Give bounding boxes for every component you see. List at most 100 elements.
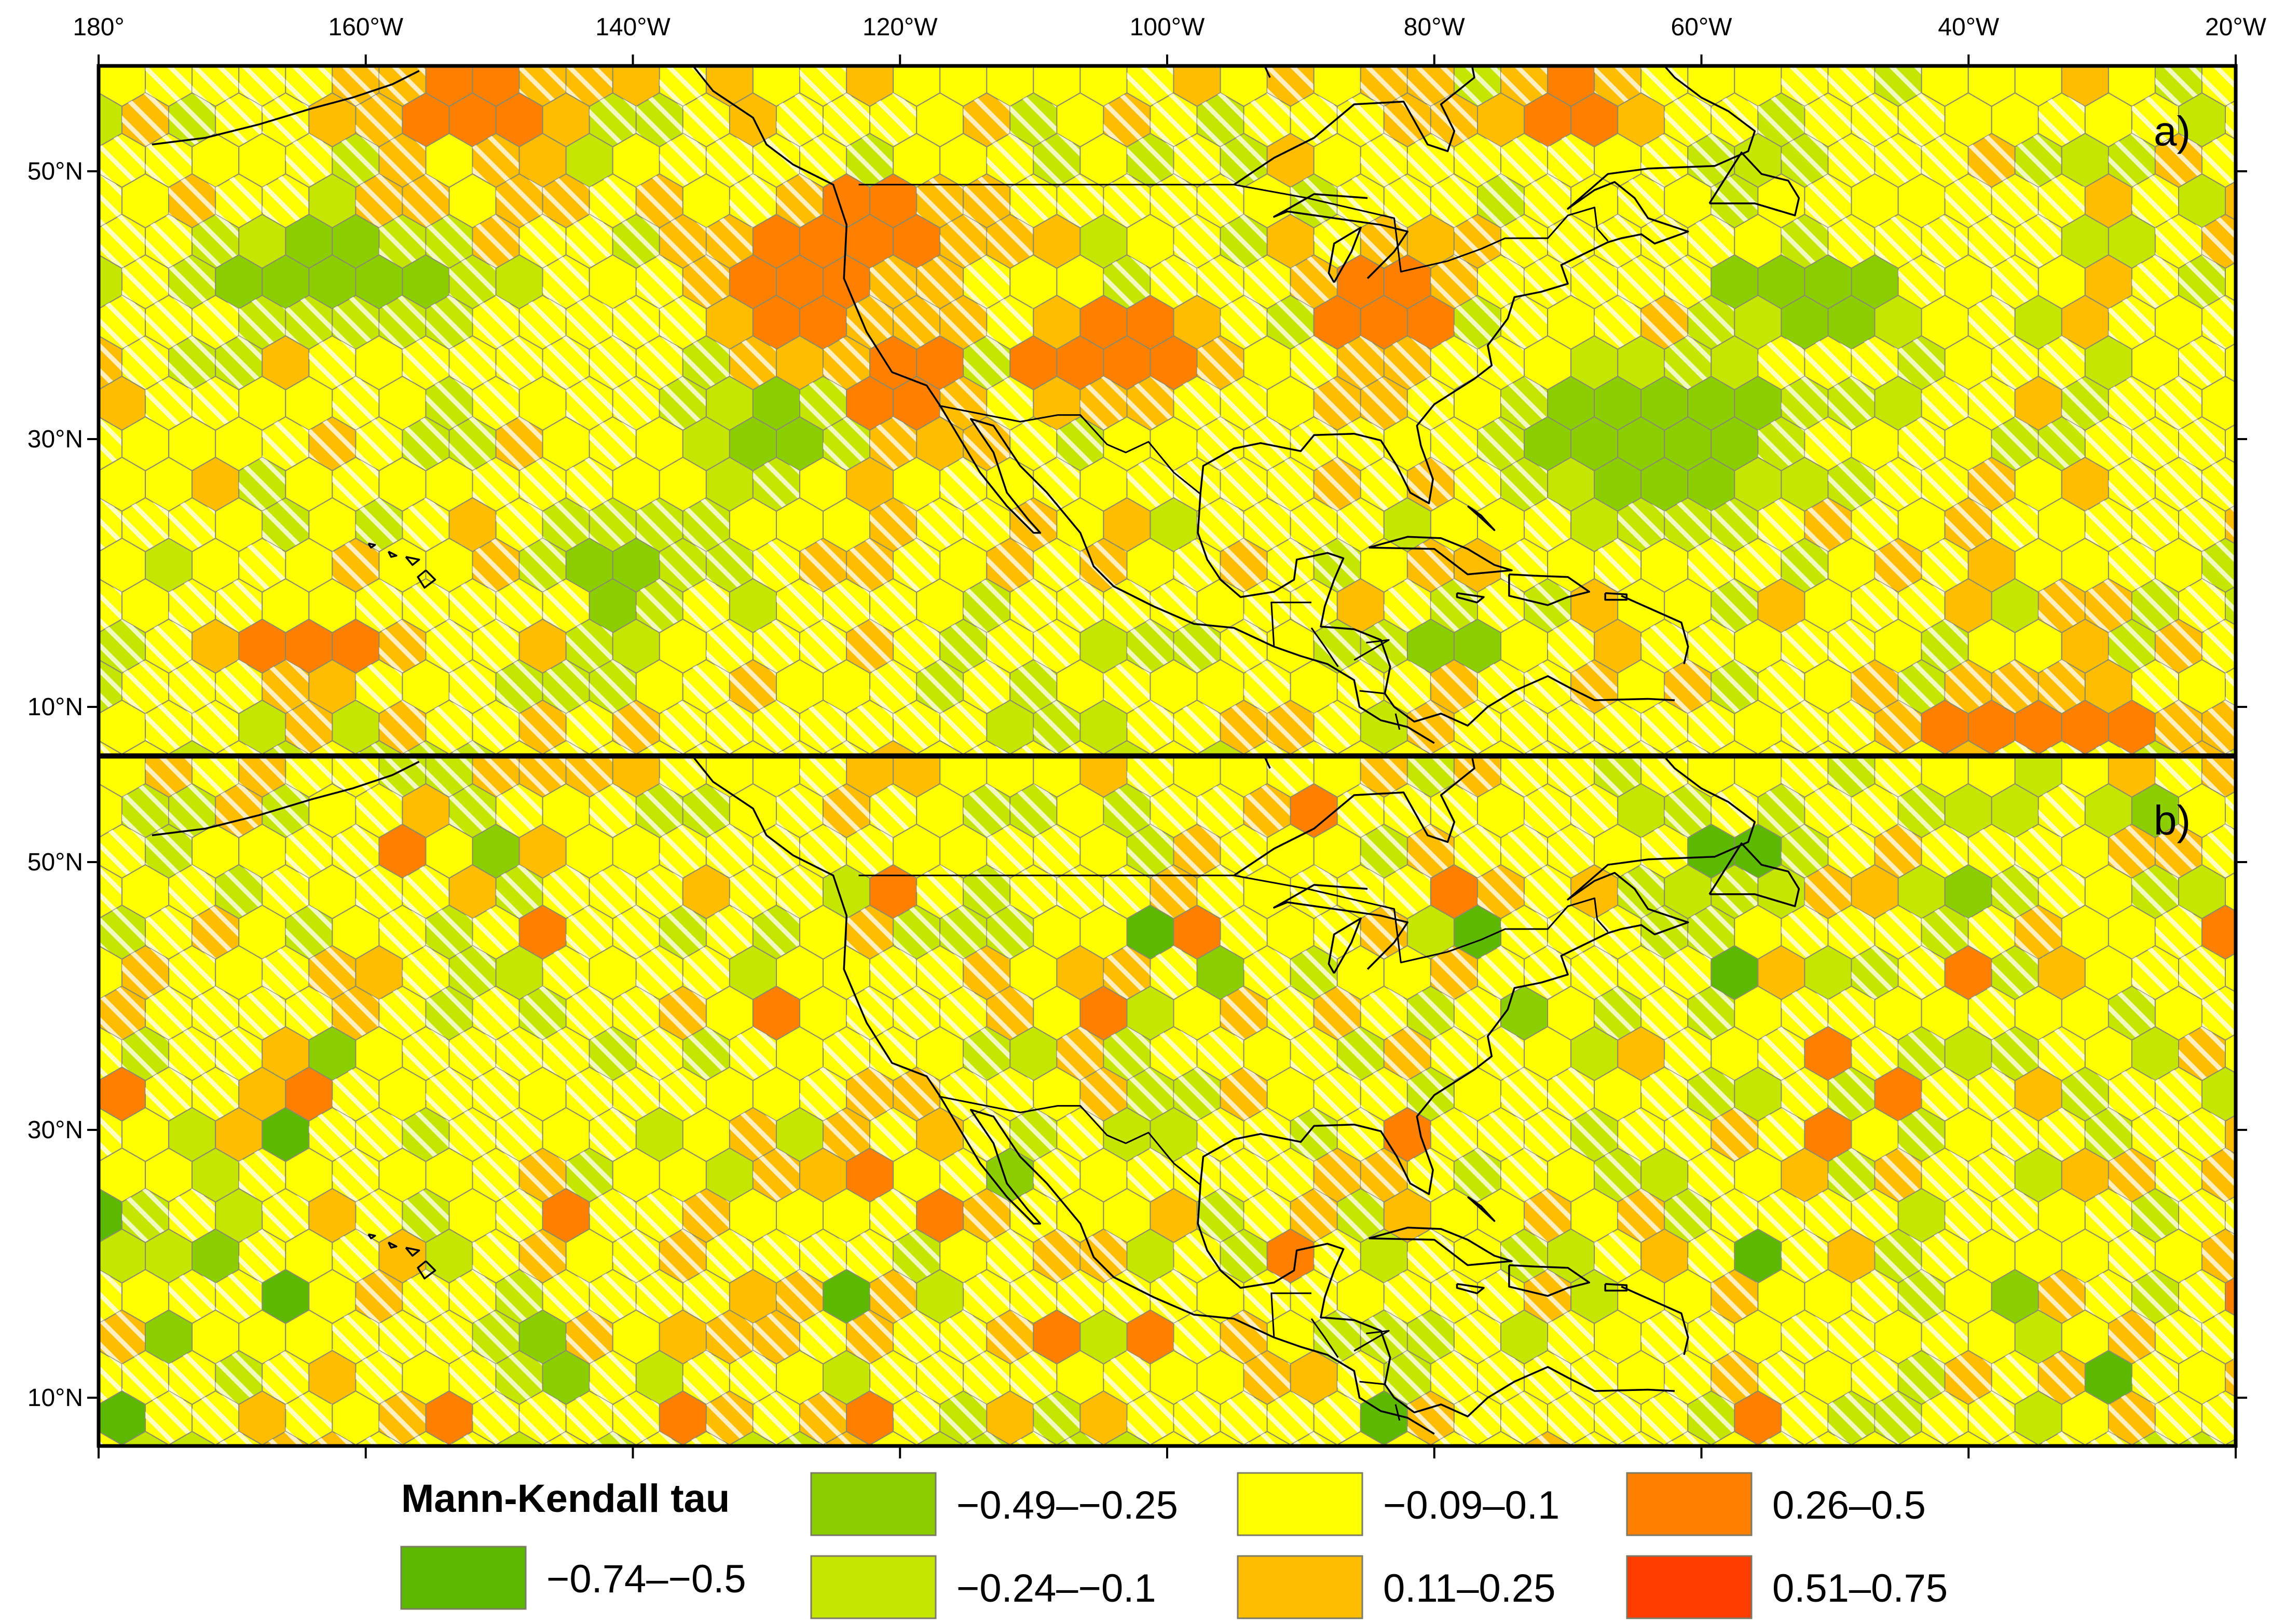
hex-hatch	[1267, 757, 1314, 797]
hex-hatch	[2132, 12, 2179, 66]
hex-hatch	[1290, 255, 1337, 309]
hex-hatch	[145, 824, 193, 878]
hex-hatch	[262, 741, 309, 755]
top-lon-label: 20°W	[2205, 13, 2267, 41]
hex-hatch	[1454, 986, 1501, 1040]
hex-hatch	[145, 757, 193, 797]
hex-hatch	[192, 66, 239, 106]
hex-hatch	[1010, 1270, 1057, 1323]
hex-hatch	[99, 619, 146, 673]
hex-hatch	[99, 824, 146, 878]
hex-hatch	[1337, 498, 1384, 552]
coastline	[1708, 152, 1800, 216]
hex-hatch	[659, 1067, 706, 1121]
hex-hatch	[1360, 824, 1407, 878]
hex-hatch	[1851, 1350, 1898, 1404]
hex-hatch	[285, 757, 333, 797]
hex-hatch	[2015, 824, 2062, 878]
hex-hatch	[612, 214, 660, 268]
hex-hatch	[1430, 1431, 1477, 1446]
lat-label: 50°N	[28, 158, 83, 185]
hex-hatch	[1641, 1391, 1688, 1445]
hex-hatch	[1571, 1431, 1618, 1446]
hex-hatch	[1220, 700, 1267, 754]
hex-hatch	[1454, 66, 1501, 106]
hex-hatch	[449, 741, 496, 755]
hex-hatch	[1407, 66, 1454, 106]
hex-hatch	[2249, 214, 2285, 268]
hex-cell	[705, 66, 707, 67]
hex-hatch	[752, 457, 800, 511]
hex-hatch	[1571, 255, 1618, 309]
hex-hatch	[1852, 12, 1898, 66]
hex-cell	[425, 66, 427, 67]
hex-hatch	[2179, 579, 2225, 633]
hex-hatch	[1874, 1229, 1922, 1283]
coastline	[1369, 536, 1513, 576]
hex-hatch	[776, 741, 823, 755]
hex-hatch	[659, 905, 706, 959]
hex-hatch	[1688, 986, 1735, 1040]
hex-hatch	[1010, 1431, 1057, 1446]
country-border	[1234, 184, 1609, 272]
hex-hatch	[752, 1148, 800, 1202]
hex-hatch	[893, 295, 940, 349]
hex-hatch	[1804, 336, 1852, 390]
hex-cell	[1547, 66, 1549, 67]
hex-hatch	[379, 986, 426, 1040]
hex-hatch	[215, 660, 263, 714]
hex-hatch	[1968, 1067, 2015, 1121]
hex-hatch	[870, 946, 917, 1000]
hex-hatch	[1290, 1189, 1337, 1243]
hex-hatch	[1384, 336, 1431, 390]
hex-hatch	[706, 133, 753, 187]
hex-hatch	[1874, 824, 1922, 878]
hex-hatch	[99, 417, 122, 471]
hex-hatch	[1150, 255, 1197, 309]
hex-hatch	[776, 12, 823, 66]
hex-hatch	[987, 905, 1034, 959]
hex-cell	[2249, 986, 2285, 1040]
hex-cell	[1312, 66, 1315, 67]
hex-hatch	[893, 700, 940, 754]
hex-hatch	[355, 93, 403, 147]
hex-hatch	[1454, 295, 1501, 349]
hex-hatch	[449, 12, 496, 66]
hex-hatch	[1501, 1391, 1548, 1445]
hex-hatch	[472, 1148, 519, 1202]
hex-hatch	[472, 986, 519, 1040]
hex-hatch	[1290, 741, 1337, 755]
hex-hatch	[262, 1189, 309, 1243]
hex-hatch	[1313, 1229, 1361, 1283]
hex-hatch	[566, 1310, 613, 1364]
hex-hatch	[145, 295, 193, 349]
country-border	[1353, 639, 1390, 661]
legend-swatch	[810, 1555, 937, 1619]
hex-hatch	[940, 986, 987, 1040]
hex-hatch	[870, 660, 917, 714]
hex-hatch	[729, 1027, 776, 1081]
hex-hatch	[472, 295, 519, 349]
hex-hatch	[636, 865, 683, 919]
hex-hatch	[987, 133, 1034, 187]
hex-hatch	[636, 784, 683, 838]
hex-hatch	[870, 1350, 917, 1404]
hex-cell	[52, 214, 99, 268]
hex-hatch	[542, 336, 590, 390]
hex-hatch	[449, 946, 496, 1000]
hex-hatch	[1103, 1027, 1151, 1081]
hex-hatch	[99, 986, 146, 1040]
hex-hatch	[659, 757, 706, 797]
hex-hatch	[1548, 619, 1595, 673]
hex-hatch	[1430, 417, 1477, 471]
hex-hatch	[332, 824, 379, 878]
hex-hatch	[169, 12, 215, 66]
hex-hatch	[659, 824, 706, 878]
hex-hatch	[1991, 741, 2038, 755]
hex-hatch	[1921, 619, 1968, 673]
hex-hatch	[1033, 619, 1080, 673]
hex-hatch	[379, 295, 426, 349]
hex-hatch	[99, 1310, 146, 1364]
hex-hatch	[963, 946, 1010, 1000]
hex-hatch	[589, 174, 636, 228]
